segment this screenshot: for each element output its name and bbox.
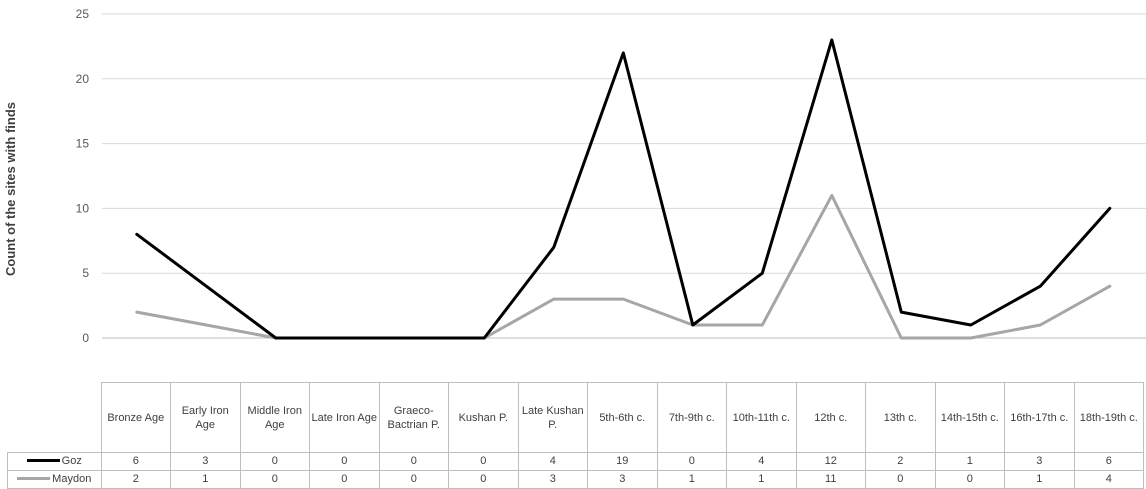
table-cell: 1 <box>935 453 1005 471</box>
table-cell: 4 <box>518 453 588 471</box>
table-cell: 2 <box>101 471 171 489</box>
table-cell: 0 <box>657 453 727 471</box>
y-tick-label: 10 <box>76 201 90 215</box>
category-header: Bronze Age <box>101 383 171 453</box>
series-line-goz <box>137 40 1110 338</box>
table-cell: 0 <box>379 471 449 489</box>
legend-entry: Goz <box>8 453 102 471</box>
table-cell: 3 <box>518 471 588 489</box>
legend-label: Maydon <box>52 473 91 485</box>
table-cell: 19 <box>588 453 658 471</box>
category-header: 12th c. <box>796 383 866 453</box>
category-header: Graeco-Bactrian P. <box>379 383 449 453</box>
category-header: Early Iron Age <box>171 383 241 453</box>
table-cell: 0 <box>240 471 310 489</box>
table-cell: 0 <box>379 453 449 471</box>
table-cell: 0 <box>449 453 519 471</box>
y-tick-label: 15 <box>76 137 90 151</box>
table-cell: 0 <box>935 471 1005 489</box>
series-line-maydon <box>137 195 1110 338</box>
table-cell: 2 <box>866 453 936 471</box>
y-tick-label: 0 <box>82 331 89 345</box>
category-header: 13th c. <box>866 383 936 453</box>
table-cell: 6 <box>1074 453 1144 471</box>
table-cell: 1 <box>657 471 727 489</box>
table-cell: 3 <box>588 471 658 489</box>
category-header: Kushan P. <box>449 383 519 453</box>
table-cell: 3 <box>171 453 241 471</box>
legend-label: Goz <box>62 455 82 467</box>
table-cell: 1 <box>1005 471 1075 489</box>
table-cell: 0 <box>310 471 380 489</box>
y-axis-ticks: 0 5 10 15 20 25 <box>76 7 90 345</box>
category-header: Late Iron Age <box>310 383 380 453</box>
y-tick-label: 20 <box>76 72 90 86</box>
table-cell: 3 <box>1005 453 1075 471</box>
gridlines <box>102 14 1146 338</box>
table-cell: 0 <box>866 471 936 489</box>
table-cell: 11 <box>796 471 866 489</box>
legend-key-icon <box>17 477 50 480</box>
table-cell: 0 <box>449 471 519 489</box>
table-cell: 1 <box>171 471 241 489</box>
table-corner <box>8 383 102 453</box>
table-cell: 12 <box>796 453 866 471</box>
legend-key-icon <box>27 459 60 462</box>
category-header: 16th-17th c. <box>1005 383 1075 453</box>
y-axis-label: Count of the sites with finds <box>3 102 18 276</box>
y-tick-label: 25 <box>76 7 90 21</box>
table-cell: 1 <box>727 471 797 489</box>
table-cell: 4 <box>1074 471 1144 489</box>
table-cell: 6 <box>101 453 171 471</box>
category-header: 10th-11th c. <box>727 383 797 453</box>
table-cell: 4 <box>727 453 797 471</box>
category-header: 18th-19th c. <box>1074 383 1144 453</box>
category-header: 7th-9th c. <box>657 383 727 453</box>
table-cell: 0 <box>310 453 380 471</box>
category-header: 14th-15th c. <box>935 383 1005 453</box>
category-header: 5th-6th c. <box>588 383 658 453</box>
table-cell: 0 <box>240 453 310 471</box>
legend-entry: Maydon <box>8 471 102 489</box>
series-lines <box>137 40 1110 338</box>
y-tick-label: 5 <box>82 266 89 280</box>
category-header: Late Kushan P. <box>518 383 588 453</box>
category-header: Middle Iron Age <box>240 383 310 453</box>
